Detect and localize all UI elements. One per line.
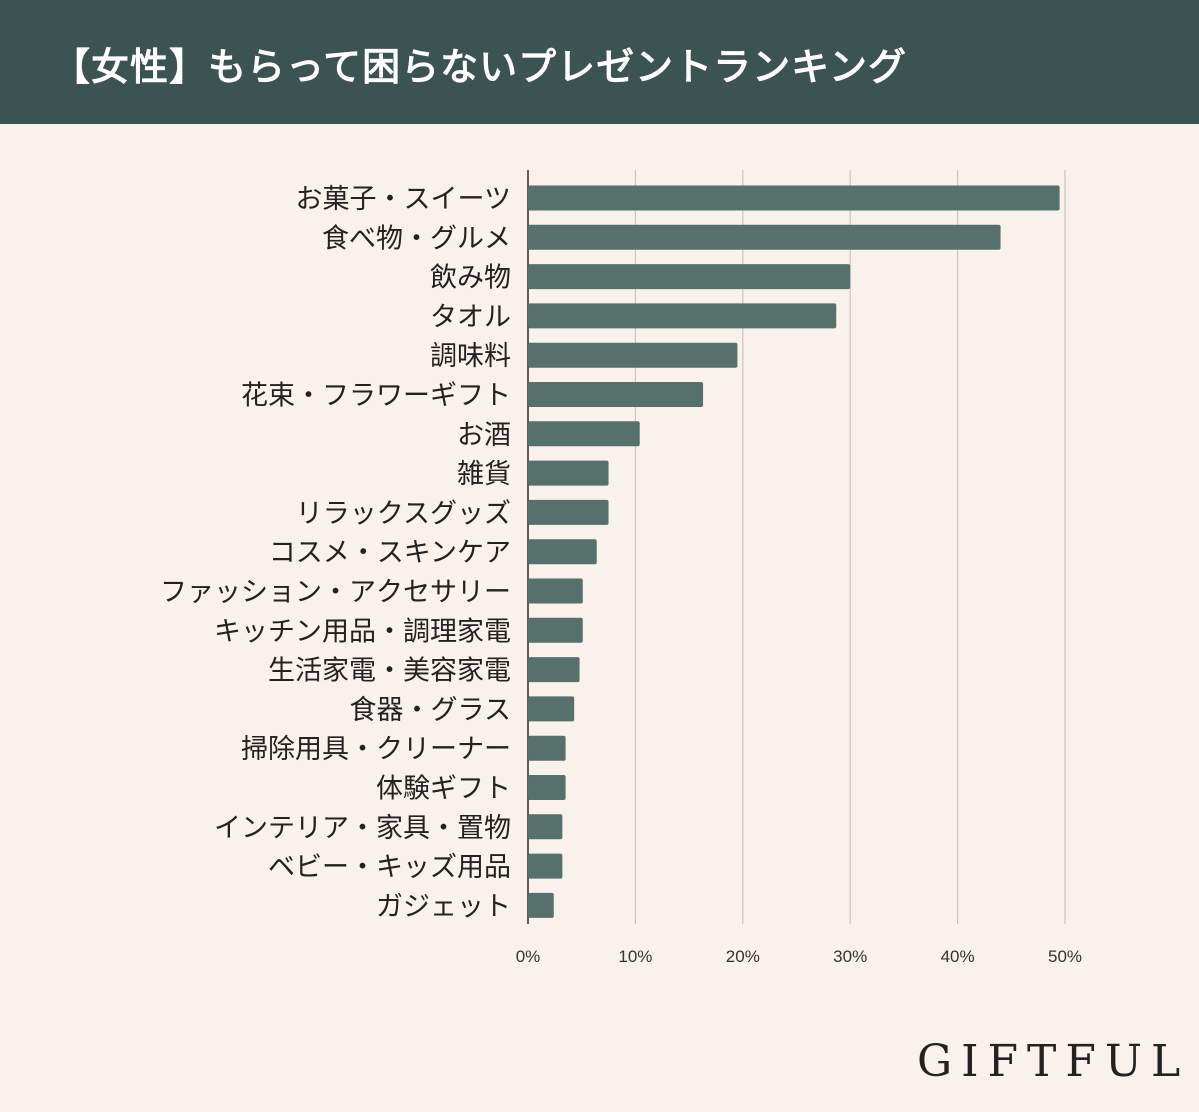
category-label: 生活家電・美容家電 xyxy=(268,656,511,687)
bar xyxy=(528,539,597,565)
bar-chart: 0% 10% 20% 30% 40% 50% お菓子・スイーツ食べ物・グルメ飲み物タオル調味… xyxy=(160,170,1082,966)
category-label: ベビー・キッズ用品 xyxy=(268,852,511,883)
x-tick-label: 10% xyxy=(618,947,652,966)
x-tick-label: 40% xyxy=(941,947,975,966)
x-tick-label: 30% xyxy=(833,947,867,966)
chart-area: 0% 10% 20% 30% 40% 50% お菓子・スイーツ食べ物・グルメ飲み物タオル調味… xyxy=(104,160,1104,975)
bar xyxy=(528,775,566,800)
category-label: お酒 xyxy=(457,420,511,451)
category-label: タオル xyxy=(430,302,511,333)
category-label: ファッション・アクセサリー xyxy=(160,577,511,608)
bar xyxy=(528,735,566,761)
category-label: リラックスグッズ xyxy=(296,498,511,529)
bar xyxy=(528,814,563,840)
bar xyxy=(528,696,575,722)
bar xyxy=(528,342,738,368)
category-label: 雑貨 xyxy=(457,459,511,490)
x-tick-label: 50% xyxy=(1048,947,1082,966)
category-label: 掃除用具・クリーナー xyxy=(241,734,511,765)
bar xyxy=(528,264,851,290)
bar xyxy=(528,460,609,486)
bar xyxy=(528,892,554,918)
category-label: インテリア・家具・置物 xyxy=(214,813,511,844)
bar xyxy=(528,185,1060,211)
category-label: 飲み物 xyxy=(430,263,511,294)
page-title: 【女性】もらって困らないプレゼントランキング xyxy=(52,45,907,89)
bar xyxy=(528,578,583,604)
category-label: 食べ物・グルメ xyxy=(322,223,511,254)
category-label: 花束・フラワーギフト xyxy=(241,381,511,412)
bar xyxy=(528,499,609,525)
category-label: 体験ギフト xyxy=(376,774,511,805)
bar xyxy=(528,303,837,329)
giftful-logo: GIFTFUL xyxy=(917,1036,1190,1087)
category-label: ガジェット xyxy=(376,891,511,922)
header-banner: 【女性】もらって困らないプレゼントランキング xyxy=(0,0,1199,124)
bar xyxy=(528,853,563,879)
bar xyxy=(528,421,640,447)
category-label: 食器・グラス xyxy=(350,695,511,726)
category-label: コスメ・スキンケア xyxy=(269,538,511,569)
category-label: 調味料 xyxy=(430,341,511,372)
bar xyxy=(528,224,1001,250)
x-tick-label: 0% xyxy=(516,947,541,966)
bar xyxy=(528,617,583,643)
x-tick-label: 20% xyxy=(726,947,760,966)
bar xyxy=(528,382,704,407)
category-label: お菓子・スイーツ xyxy=(296,184,511,215)
bar xyxy=(528,657,580,683)
category-label: キッチン用品・調理家電 xyxy=(214,616,511,647)
